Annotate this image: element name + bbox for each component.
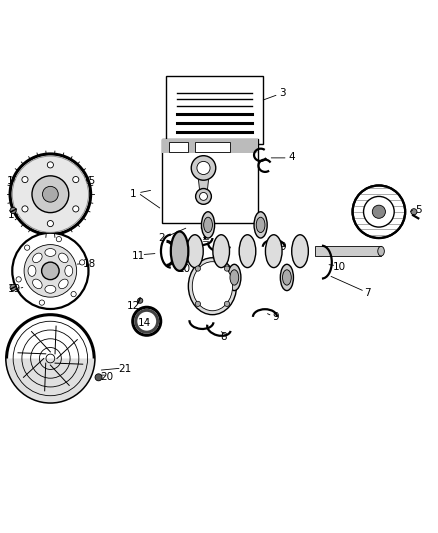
Ellipse shape	[65, 265, 73, 276]
Bar	[162, 140, 258, 154]
Ellipse shape	[378, 246, 385, 256]
Circle shape	[22, 206, 28, 212]
Text: 12: 12	[127, 301, 140, 311]
Text: 10: 10	[333, 262, 346, 271]
Ellipse shape	[201, 212, 215, 238]
Text: 9: 9	[272, 312, 279, 322]
Circle shape	[195, 266, 201, 271]
Text: 1: 1	[130, 189, 137, 199]
Circle shape	[12, 156, 88, 232]
Wedge shape	[7, 359, 94, 402]
Ellipse shape	[265, 235, 282, 268]
Circle shape	[79, 260, 85, 265]
Circle shape	[353, 185, 405, 238]
Text: 4: 4	[288, 152, 295, 162]
Circle shape	[411, 209, 417, 215]
Ellipse shape	[45, 285, 56, 293]
Ellipse shape	[256, 217, 265, 232]
Ellipse shape	[280, 264, 293, 290]
Circle shape	[224, 301, 230, 306]
Ellipse shape	[32, 279, 42, 289]
Polygon shape	[198, 177, 209, 194]
Circle shape	[138, 298, 143, 303]
Circle shape	[10, 285, 16, 290]
Bar	[162, 140, 258, 223]
Circle shape	[353, 185, 405, 238]
Circle shape	[71, 292, 76, 297]
Circle shape	[364, 197, 394, 227]
Circle shape	[372, 205, 385, 219]
Text: 13: 13	[217, 290, 230, 300]
Ellipse shape	[228, 264, 241, 290]
Ellipse shape	[171, 231, 188, 271]
Circle shape	[191, 156, 216, 180]
Circle shape	[73, 206, 79, 212]
Circle shape	[42, 262, 59, 280]
Circle shape	[95, 374, 102, 381]
Text: 7: 7	[364, 288, 371, 298]
Ellipse shape	[187, 235, 203, 268]
Ellipse shape	[230, 270, 239, 285]
Ellipse shape	[32, 253, 42, 263]
Text: 19: 19	[8, 284, 21, 294]
Circle shape	[12, 233, 88, 309]
Circle shape	[25, 245, 30, 251]
Ellipse shape	[188, 258, 237, 314]
Circle shape	[7, 314, 94, 402]
Text: 16: 16	[7, 176, 20, 186]
Ellipse shape	[192, 262, 233, 311]
Ellipse shape	[59, 279, 68, 289]
Text: 5: 5	[415, 205, 422, 215]
Circle shape	[195, 301, 201, 306]
Circle shape	[47, 162, 53, 168]
Ellipse shape	[239, 235, 256, 268]
Bar	[169, 142, 188, 152]
Text: 6: 6	[380, 198, 387, 208]
Bar	[315, 246, 381, 256]
Ellipse shape	[45, 248, 56, 256]
Text: 15: 15	[83, 176, 96, 186]
Text: 8: 8	[211, 251, 218, 261]
Ellipse shape	[292, 235, 308, 268]
Text: 21: 21	[118, 365, 131, 374]
Text: 9: 9	[279, 242, 286, 252]
Ellipse shape	[213, 235, 230, 268]
Ellipse shape	[28, 265, 36, 276]
Text: 18: 18	[83, 260, 96, 269]
Circle shape	[32, 176, 69, 213]
Text: 3: 3	[279, 88, 286, 99]
Text: 2: 2	[159, 233, 166, 243]
Circle shape	[200, 192, 208, 200]
Circle shape	[224, 266, 230, 271]
Circle shape	[73, 176, 79, 183]
Ellipse shape	[204, 217, 212, 232]
Circle shape	[196, 189, 212, 204]
Circle shape	[197, 161, 210, 174]
Circle shape	[10, 207, 16, 214]
Ellipse shape	[59, 253, 68, 263]
Text: 10: 10	[177, 264, 191, 273]
Bar	[195, 142, 230, 152]
Circle shape	[10, 154, 91, 235]
Circle shape	[22, 176, 28, 183]
Circle shape	[39, 300, 45, 305]
Ellipse shape	[283, 270, 291, 285]
Circle shape	[56, 237, 61, 242]
Circle shape	[47, 221, 53, 227]
Ellipse shape	[254, 212, 267, 238]
Text: 11: 11	[131, 251, 145, 261]
Text: 17: 17	[8, 210, 21, 220]
Bar	[166, 76, 263, 144]
Text: 14: 14	[138, 318, 151, 328]
Circle shape	[16, 277, 21, 282]
Circle shape	[42, 187, 58, 202]
Text: 20: 20	[101, 372, 114, 382]
Circle shape	[24, 245, 77, 297]
Text: 8: 8	[220, 332, 227, 342]
